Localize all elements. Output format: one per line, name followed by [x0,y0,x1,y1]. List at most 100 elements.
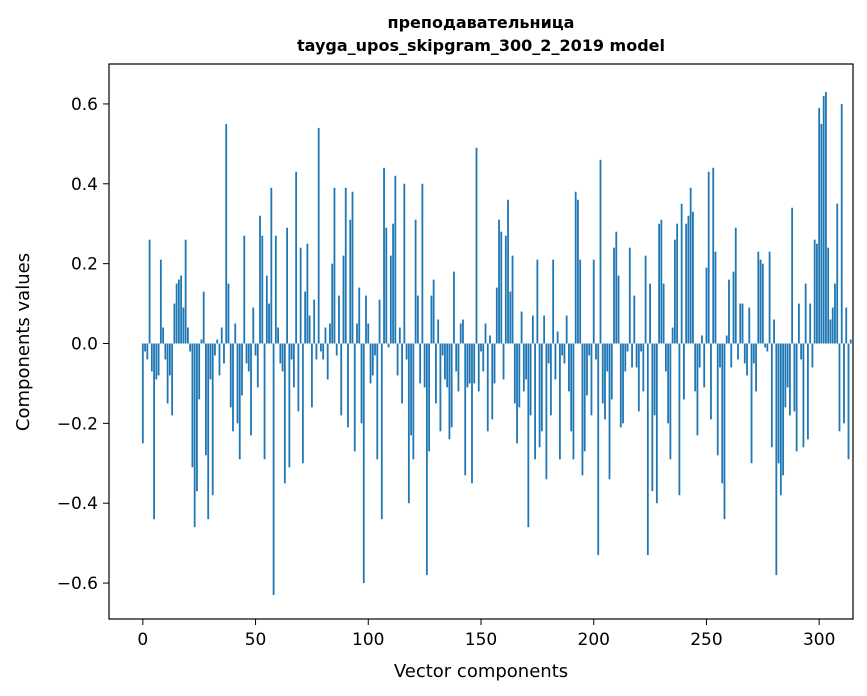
bar [743,343,746,364]
bar [457,343,460,392]
bar [531,315,534,344]
x-tick-label: 100 [352,630,384,650]
bar [430,295,433,344]
bar [311,343,313,408]
bar [577,199,579,344]
bar [610,343,613,400]
bar [141,343,144,444]
bar [802,343,805,448]
bar [489,335,491,344]
bar [148,239,151,344]
bar [737,343,739,360]
bar [705,267,708,344]
bar [619,343,622,428]
bar [462,319,464,344]
bar [168,343,171,376]
bar [518,343,521,408]
bar [335,343,338,356]
bar [734,227,737,344]
bar [701,335,703,344]
bar [387,343,390,348]
y-tick-label: 0.6 [71,95,98,115]
bar [649,283,651,344]
bar [545,343,548,480]
bar [597,343,600,556]
bar [401,343,403,404]
bar [617,275,620,344]
bar [613,247,615,344]
bar [572,343,575,460]
bar [525,343,527,380]
bar [146,343,149,360]
bar [773,319,775,344]
bar [477,343,480,392]
bar [205,343,207,456]
bar [175,283,178,344]
bar [220,327,223,344]
bar [820,123,823,344]
bar [500,231,503,344]
bar [813,239,816,344]
bar [349,219,352,344]
bar [223,343,225,364]
bar [254,343,257,356]
bar [849,339,852,344]
bar [484,323,487,344]
bar [200,339,203,344]
bar [333,187,336,344]
bar [432,279,435,344]
bar [229,343,232,408]
bar [274,235,277,344]
bar [570,343,573,432]
bar [658,223,661,344]
bar [162,327,165,344]
bar [493,343,496,384]
bar [241,343,243,396]
bar [791,207,794,344]
bar [845,307,848,344]
bar [563,343,566,364]
bar [356,323,358,344]
bar [637,343,640,412]
bar [604,343,606,420]
bar [243,235,246,344]
bar [534,343,537,460]
bar [468,343,471,384]
bar [455,343,458,372]
bar [527,343,530,528]
bar [286,227,289,344]
bar [238,343,241,460]
bar [340,343,343,416]
bar [245,343,248,364]
bar [520,311,523,344]
bar [362,343,365,584]
bar [811,343,814,368]
bar [150,343,153,372]
bar [507,199,509,344]
bar [590,343,593,416]
bar [369,343,372,384]
bar [184,239,187,344]
x-tick-label: 150 [465,630,497,650]
bar [768,251,771,344]
bar [389,255,392,344]
bar [516,343,518,444]
bar [218,343,221,376]
bar [509,291,512,344]
y-tick-label: 0.4 [71,175,98,195]
bar [667,343,670,424]
bar [225,123,228,344]
x-tick-label: 50 [245,630,267,650]
y-tick-label: 0.2 [71,255,98,275]
bar [759,259,762,344]
x-axis-ticks: 0 50 100 150 200 250 300 [137,619,835,650]
bar [211,343,214,496]
bar [371,343,374,376]
bar [540,343,543,432]
bar [236,343,239,424]
bar [633,295,636,344]
bar [453,271,455,344]
bar [719,343,721,368]
bar [466,343,469,388]
bar [322,343,325,360]
